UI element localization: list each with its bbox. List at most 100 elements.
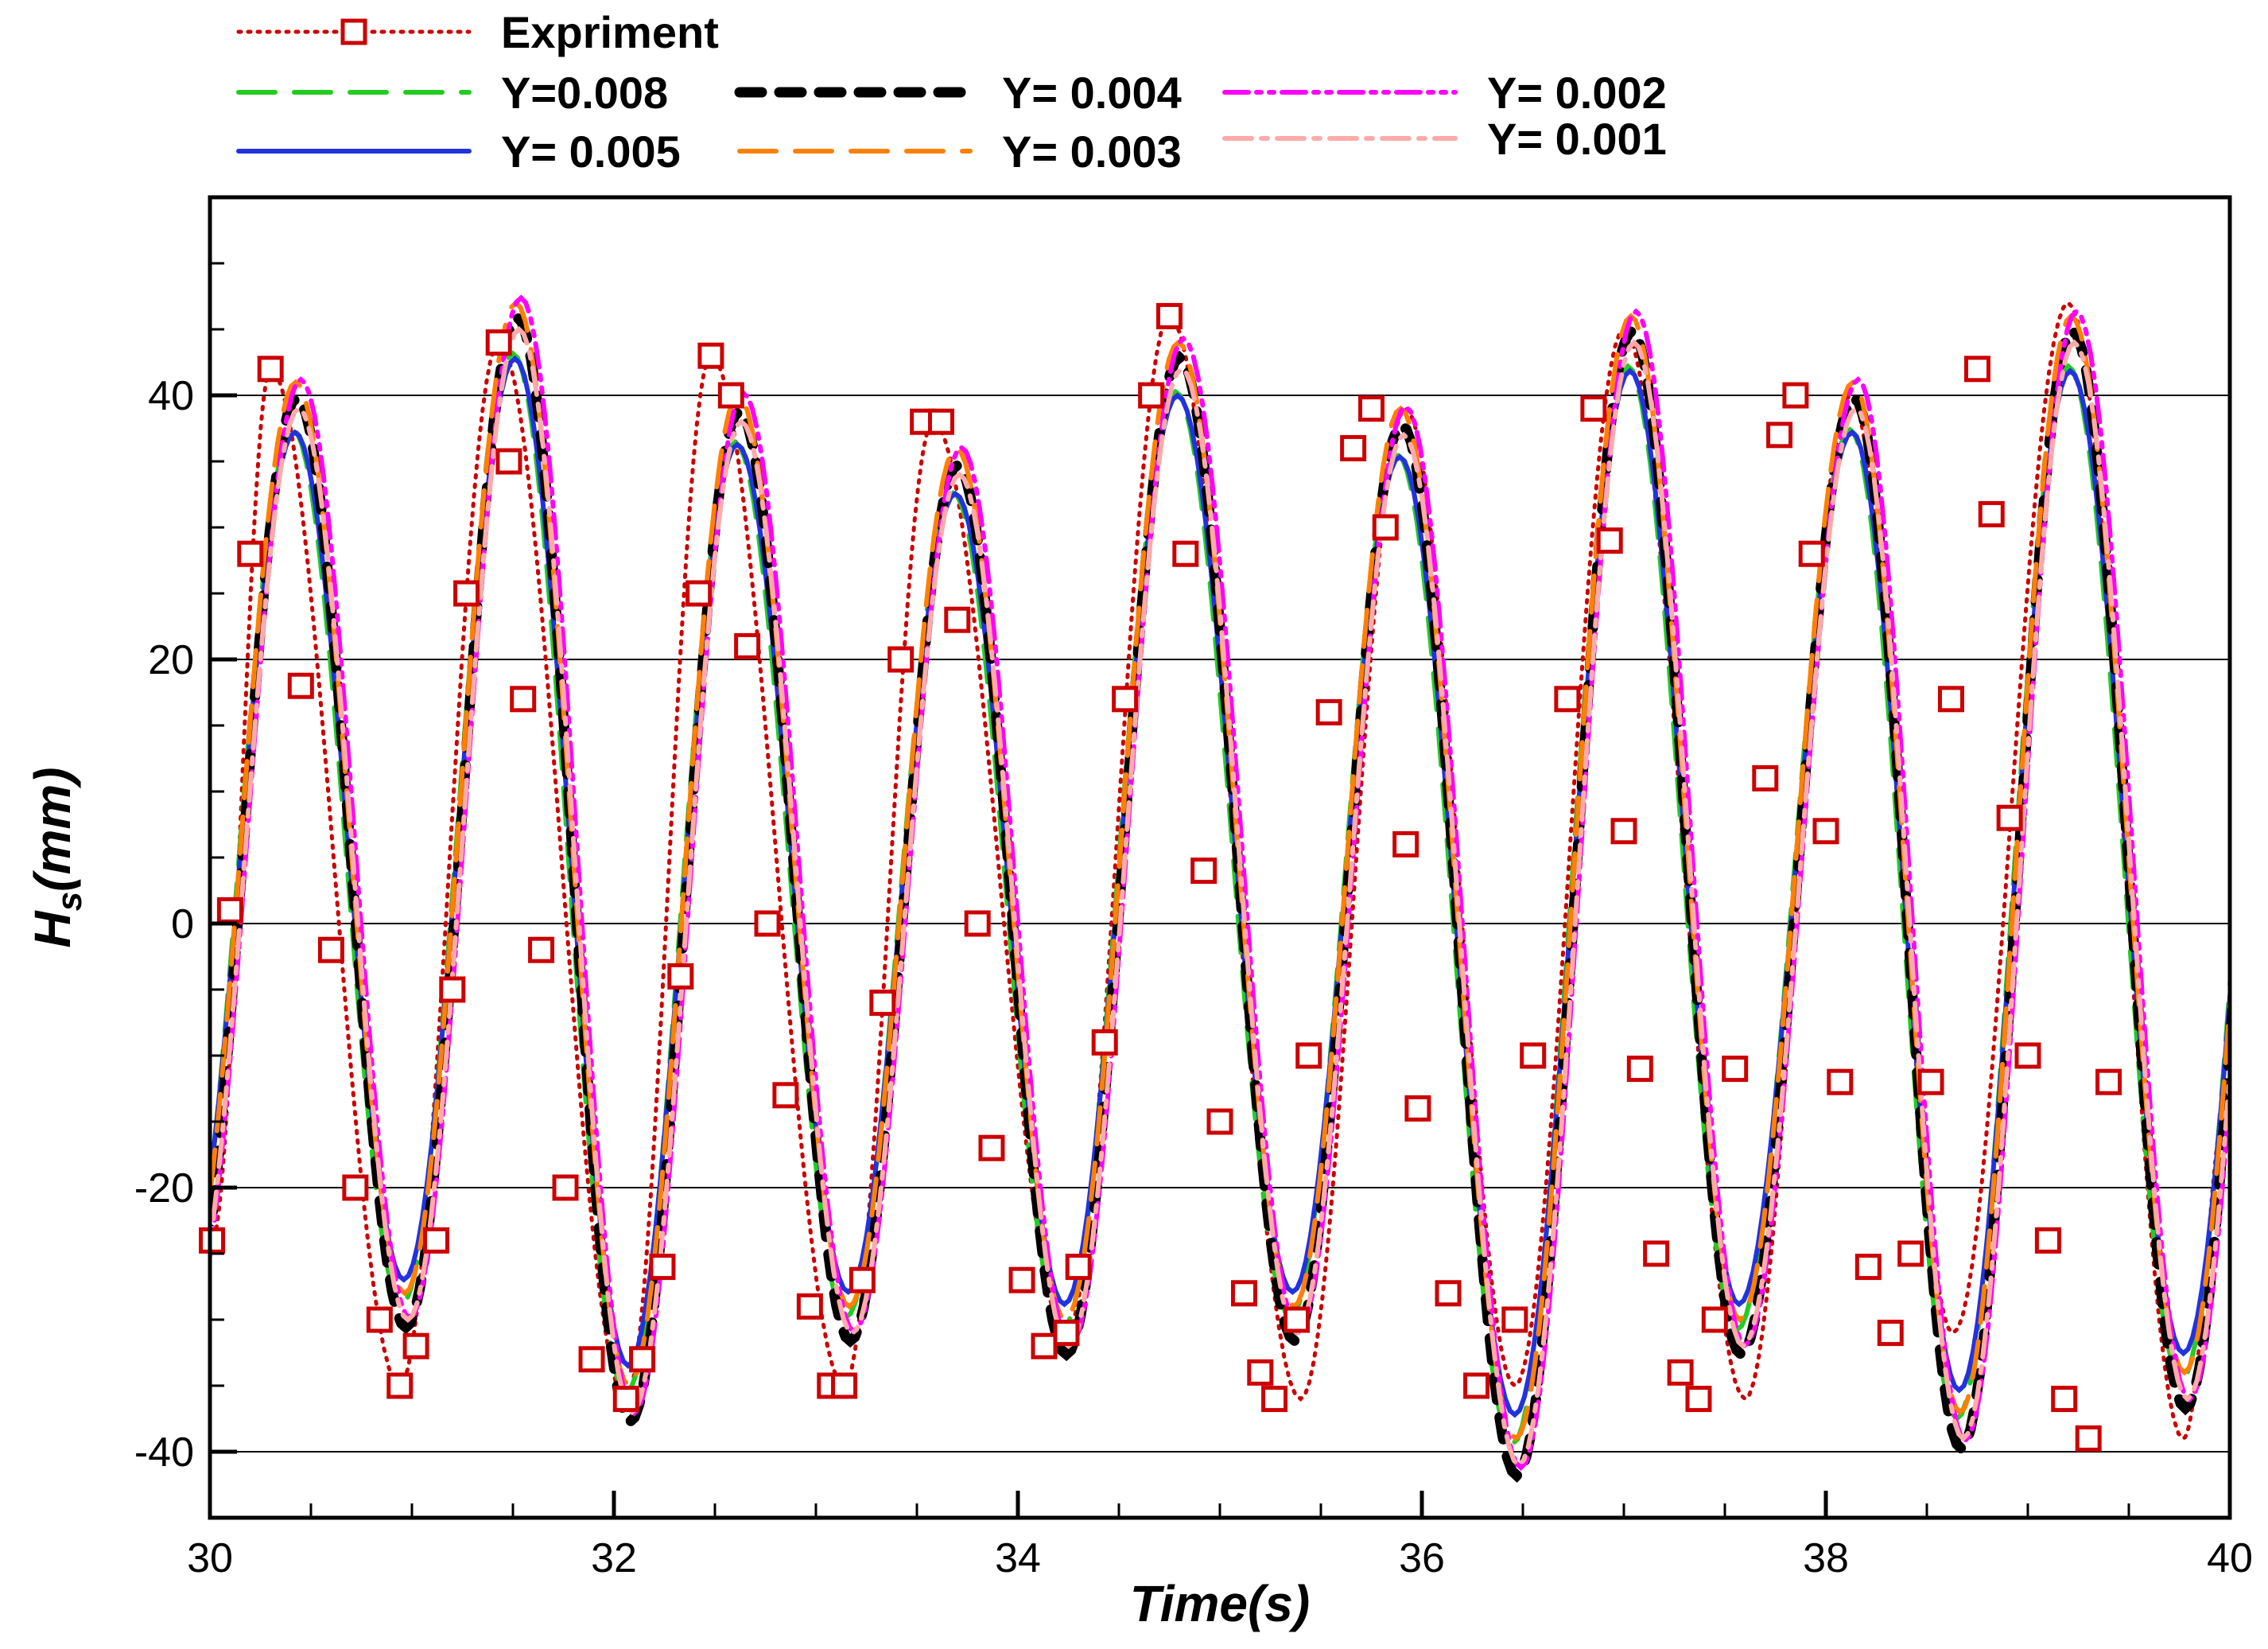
y-axis-title-subscript: s [50,892,89,911]
data-point-marker [1501,1306,1528,1333]
data-point-marker [1091,1029,1118,1056]
data-point-marker [422,1227,449,1254]
data-point-marker [754,910,781,937]
data-point-marker [1358,395,1384,422]
data-point-marker [1580,395,1607,422]
data-point-marker [528,936,555,963]
data-point-marker [1190,858,1217,885]
data-point-marker [1138,382,1165,409]
x-tick-label: 32 [591,1535,637,1581]
x-tick-label: 40 [2207,1535,2253,1581]
legend-label: Y= 0.005 [501,126,681,177]
data-point-marker [1752,764,1779,791]
x-tick-label: 38 [1803,1535,1849,1581]
data-point-marker [629,1346,656,1373]
data-point-marker [1854,1254,1882,1281]
y-tick-label: 40 [148,373,194,419]
data-point-marker [257,356,284,383]
series-layer [210,294,2230,1484]
data-point-marker [342,1174,369,1201]
data-point-marker [1996,804,2023,831]
x-tick-label: 34 [995,1535,1041,1581]
series-line [210,355,2230,1418]
data-point-marker [649,1254,676,1281]
data-point-marker [386,1372,414,1399]
y-tick-label: -20 [134,1165,194,1211]
y-tick-label: 20 [148,637,194,683]
grid [210,395,2230,1453]
x-tick-label: 30 [187,1535,233,1581]
y-tick-label: -40 [134,1429,194,1476]
data-point-marker [1295,1042,1322,1069]
data-point-marker [495,448,522,475]
x-tick-label: 36 [1399,1535,1445,1581]
data-point-marker [1798,540,1825,567]
data-point-marker [1230,1280,1257,1307]
data-point-marker [366,1306,393,1333]
legend-label: Y= 0.004 [1002,68,1182,118]
data-point-marker [944,606,971,633]
data-point-marker [887,646,915,673]
data-point-marker [1261,1386,1288,1413]
data-point-marker [1897,1240,1924,1267]
y-axis-title-main: H [24,910,81,948]
data-point-marker [485,329,512,356]
data-point-marker [1404,1095,1431,1122]
data-point-marker [287,672,314,699]
series-line [210,350,2230,1448]
data-point-marker [1172,540,1199,567]
legend-label: Y= 0.001 [1487,114,1667,164]
series-line [210,325,2230,1468]
y-axis-title-unit: (mm) [24,767,81,891]
data-point-marker [1284,1306,1311,1333]
y-axis-title: Hs(mm) [24,767,89,947]
data-point-marker [667,963,694,990]
data-point-marker [1392,830,1419,858]
legend-label: Y= 0.003 [1002,126,1182,177]
data-point-marker [772,1082,799,1109]
data-point-marker [1008,1266,1035,1293]
data-point-marker [1766,422,1793,449]
data-point-marker [1667,1359,1694,1386]
data-point-marker [1643,1240,1670,1267]
data-point-marker [1520,1042,1547,1069]
data-point-marker [1701,1306,1728,1333]
data-point-marker [978,1134,1005,1161]
data-point-marker [1827,1068,1854,1095]
data-point-marker [1596,527,1623,554]
data-point-marker [1247,1359,1274,1386]
data-point-marker [2051,1386,2078,1413]
data-point-marker [796,1293,823,1320]
data-point-marker [1877,1320,1904,1347]
data-point-marker [2014,1042,2041,1069]
data-point-marker [964,910,991,937]
data-point-marker [1435,1280,1462,1307]
legend: Expriment Y=0.008 Y= 0.005 Y= 0.004 Y= 0.003… [236,7,1667,177]
data-point-marker [402,1332,429,1359]
data-point-marker [612,1386,639,1413]
data-point-marker [734,632,761,659]
data-point-marker [869,990,896,1017]
data-point-marker [510,686,537,713]
data-point-marker [2075,1425,2102,1452]
data-point-marker [552,1174,579,1201]
data-point-marker [1206,1108,1233,1135]
y-tick-label: 0 [171,901,194,947]
data-point-marker [1065,1254,1092,1281]
data-point-marker [237,540,264,567]
data-point-marker [317,936,344,963]
data-point-marker [216,896,243,924]
data-point-marker [1340,434,1367,461]
data-point-marker [831,1372,858,1399]
data-point-marker [1315,698,1342,725]
data-point-marker [685,580,713,607]
data-point-marker [2095,1068,2122,1095]
data-point-marker [1554,686,1581,713]
data-point-marker [1964,356,1990,383]
x-axis-title: Time(s) [1130,1575,1310,1632]
data-point-marker [1782,382,1809,409]
data-point-marker [1685,1386,1712,1413]
data-point-marker [1626,1056,1653,1083]
data-point-marker [578,1346,605,1373]
data-point-marker [849,1266,876,1293]
